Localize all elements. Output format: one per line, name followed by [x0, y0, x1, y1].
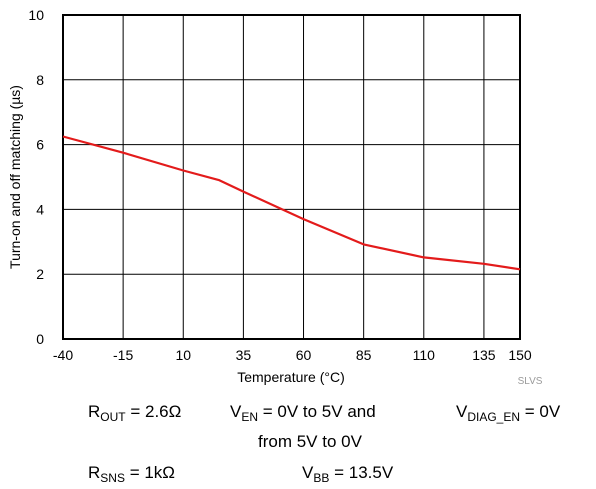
- x-tick-label-1: -15: [113, 347, 133, 363]
- x-tick-label-5: 85: [356, 347, 372, 363]
- v-bb-condition: VBB = 13.5V: [302, 463, 394, 485]
- x-tick-label-3: 35: [236, 347, 252, 363]
- v-en-condition: VEN = 0V to 5V and: [230, 402, 376, 424]
- grid: [63, 15, 520, 339]
- plot-frame: [62, 14, 521, 340]
- x-tick-label-7: 135: [472, 347, 496, 363]
- x-tick-labels: -40 -15 10 35 60 85 110 135 150: [53, 347, 532, 363]
- doc-code: SLVS: [518, 376, 543, 387]
- y-axis-label: Turn-on and off matching (µs): [7, 85, 23, 269]
- y-tick-labels: 0 2 4 6 8 10: [28, 7, 44, 347]
- y-tick-label-3: 6: [36, 137, 44, 153]
- y-tick-label-4: 8: [36, 72, 44, 88]
- x-tick-label-6: 110: [413, 347, 436, 363]
- v-diag-en-condition: VDIAG_EN = 0V: [456, 402, 561, 424]
- y-tick-label-0: 0: [36, 331, 44, 347]
- x-tick-label-4: 60: [296, 347, 312, 363]
- series-line: [62, 135, 521, 271]
- v-en-condition-continued: from 5V to 0V: [258, 432, 362, 451]
- y-tick-label-5: 10: [28, 7, 44, 23]
- x-tick-label-0: -40: [53, 347, 73, 363]
- x-tick-label-8: 150: [508, 347, 532, 363]
- r-out-condition: ROUT = 2.6Ω: [88, 402, 182, 424]
- r-sns-condition: RSNS = 1kΩ: [88, 463, 176, 485]
- x-axis-label: Temperature (°C): [237, 369, 345, 385]
- x-tick-label-2: 10: [175, 347, 191, 363]
- y-tick-label-1: 2: [36, 266, 44, 282]
- y-tick-label-2: 4: [36, 201, 44, 217]
